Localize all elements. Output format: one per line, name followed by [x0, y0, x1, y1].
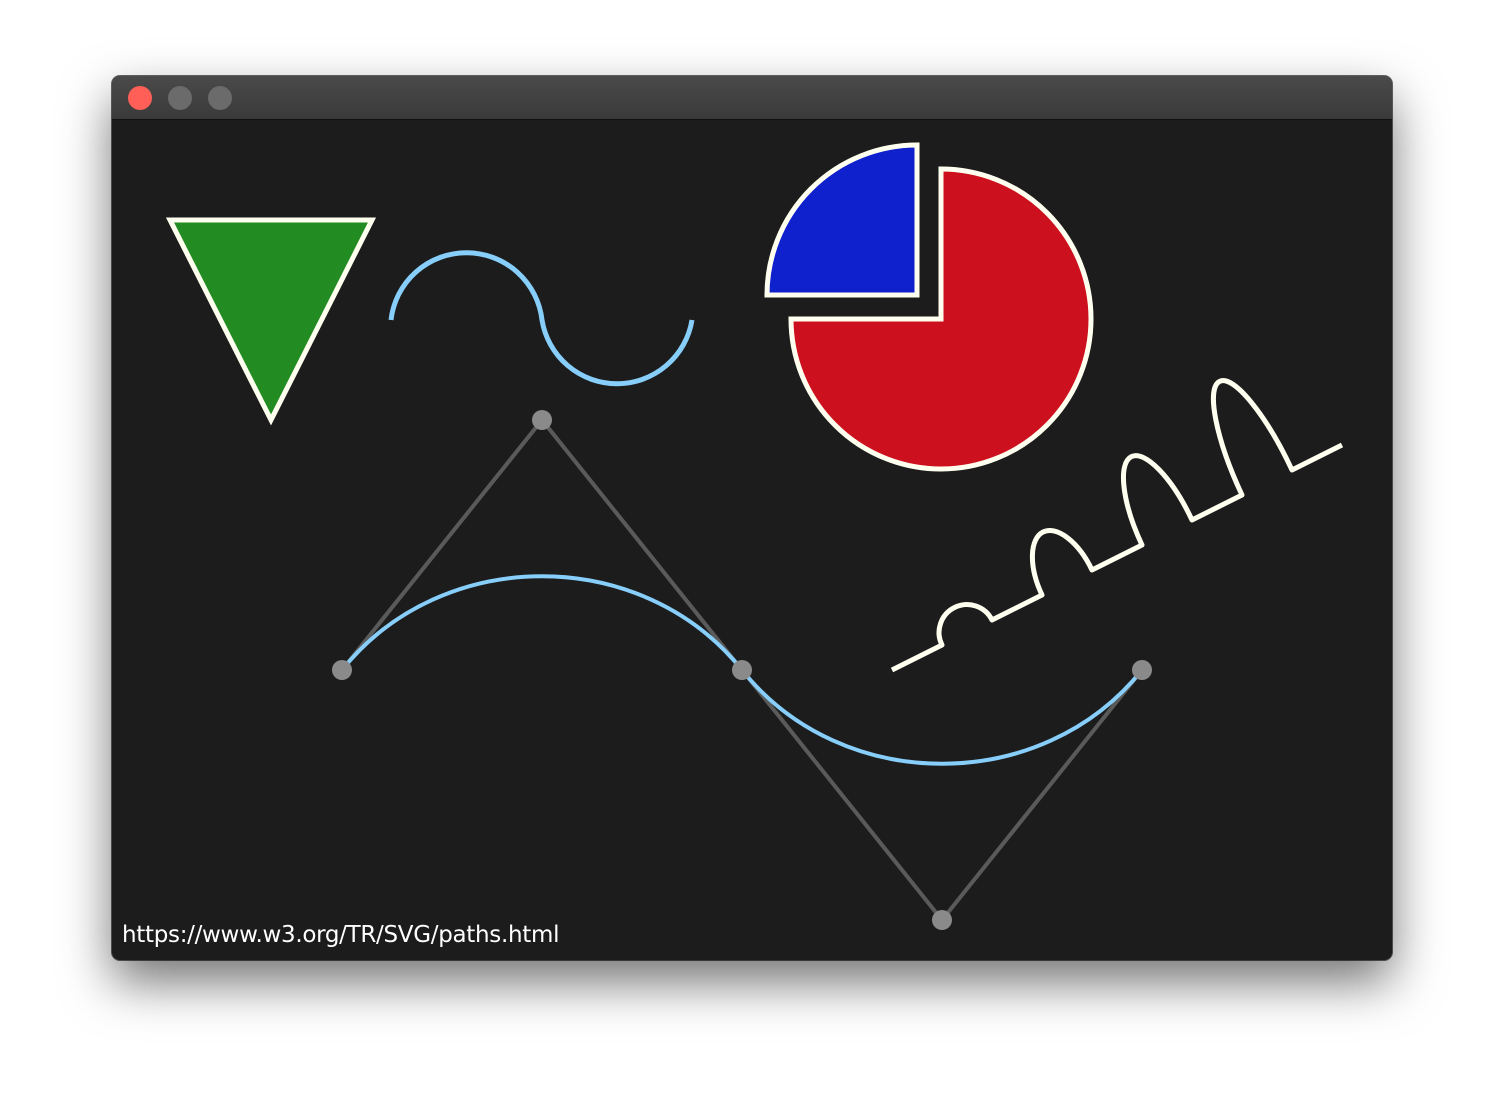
pie-large-slice — [788, 166, 1094, 472]
control-point — [532, 410, 552, 430]
pie-small-slice — [764, 142, 920, 298]
close-window-button[interactable] — [128, 86, 152, 110]
arc-s-curve-path — [388, 250, 695, 387]
control-point — [932, 910, 952, 930]
minimize-window-button[interactable] — [168, 86, 192, 110]
zigzag-bumps-path — [890, 378, 1344, 673]
footer-url-text: https://www.w3.org/TR/SVG/paths.html — [122, 922, 560, 948]
control-point — [732, 660, 752, 680]
maximize-window-button[interactable] — [208, 86, 232, 110]
svg-paths-canvas — [165, 142, 1344, 930]
title-bar — [112, 76, 1392, 120]
control-point — [332, 660, 352, 680]
app-window: https://www.w3.org/TR/SVG/paths.html — [112, 76, 1392, 960]
control-point — [1132, 660, 1152, 680]
green-triangle-path — [165, 217, 377, 426]
